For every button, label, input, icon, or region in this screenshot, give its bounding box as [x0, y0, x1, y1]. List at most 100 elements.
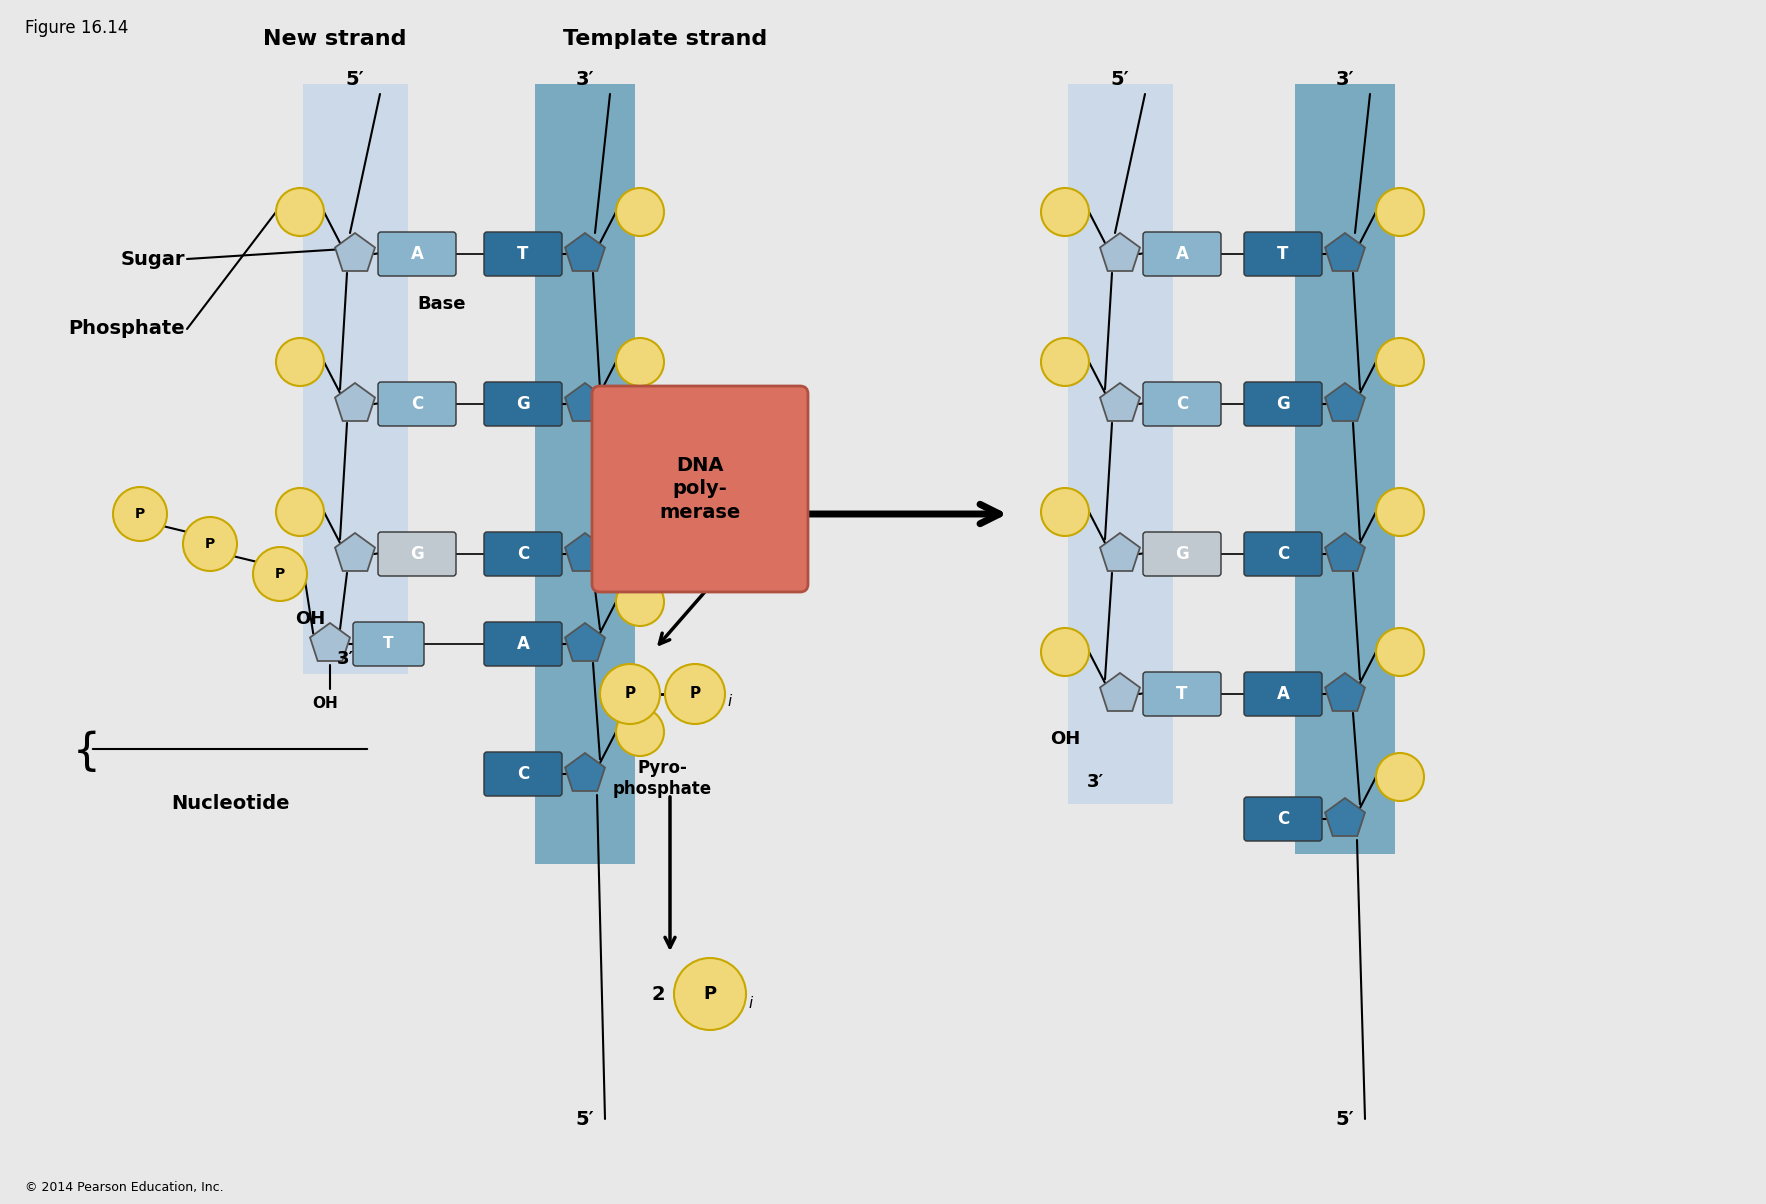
Text: 5′: 5′ — [346, 70, 364, 89]
Text: P: P — [275, 567, 284, 582]
Text: }: } — [62, 727, 90, 771]
Polygon shape — [565, 533, 606, 571]
FancyBboxPatch shape — [378, 382, 456, 426]
Polygon shape — [1100, 234, 1141, 271]
Text: 2: 2 — [652, 985, 666, 1003]
Polygon shape — [1324, 234, 1365, 271]
Circle shape — [275, 338, 323, 386]
Text: T: T — [517, 244, 528, 262]
FancyBboxPatch shape — [484, 232, 562, 276]
Circle shape — [616, 338, 664, 386]
Circle shape — [275, 488, 323, 536]
Text: OH: OH — [1049, 730, 1081, 748]
Text: Phosphate: Phosphate — [69, 319, 185, 338]
Text: Sugar: Sugar — [120, 249, 185, 268]
Circle shape — [113, 486, 168, 541]
Polygon shape — [1100, 533, 1141, 571]
Text: © 2014 Pearson Education, Inc.: © 2014 Pearson Education, Inc. — [25, 1181, 224, 1194]
Text: G: G — [516, 395, 530, 413]
Text: T: T — [1176, 685, 1189, 703]
Polygon shape — [1100, 383, 1141, 421]
Bar — [302, 84, 408, 674]
Polygon shape — [1324, 383, 1365, 421]
Circle shape — [675, 958, 745, 1029]
Bar — [1294, 84, 1395, 854]
Text: P: P — [689, 686, 701, 702]
Text: 5′: 5′ — [1335, 1110, 1355, 1129]
Circle shape — [616, 708, 664, 756]
Polygon shape — [565, 383, 606, 421]
Circle shape — [1376, 188, 1423, 236]
FancyBboxPatch shape — [378, 232, 456, 276]
Circle shape — [275, 188, 323, 236]
FancyBboxPatch shape — [484, 622, 562, 666]
Circle shape — [1376, 752, 1423, 801]
Text: C: C — [1277, 810, 1289, 828]
Circle shape — [1040, 488, 1090, 536]
Text: i: i — [728, 695, 731, 709]
FancyBboxPatch shape — [484, 752, 562, 796]
FancyBboxPatch shape — [484, 382, 562, 426]
Text: P: P — [703, 985, 717, 1003]
Circle shape — [616, 578, 664, 626]
FancyBboxPatch shape — [1243, 797, 1323, 842]
FancyBboxPatch shape — [1243, 672, 1323, 716]
Polygon shape — [1100, 673, 1141, 712]
Circle shape — [1040, 628, 1090, 675]
FancyBboxPatch shape — [484, 532, 562, 576]
Circle shape — [1376, 338, 1423, 386]
Text: C: C — [517, 765, 530, 783]
Text: G: G — [1174, 545, 1189, 563]
Text: Base: Base — [417, 295, 466, 313]
Polygon shape — [1324, 673, 1365, 712]
Circle shape — [666, 663, 726, 724]
Text: 3′: 3′ — [1086, 773, 1104, 791]
Text: G: G — [410, 545, 424, 563]
Text: A: A — [1277, 685, 1289, 703]
Polygon shape — [336, 533, 374, 571]
Circle shape — [1376, 628, 1423, 675]
Text: 3′: 3′ — [1335, 70, 1355, 89]
Circle shape — [616, 188, 664, 236]
Text: 5′: 5′ — [576, 1110, 595, 1129]
Text: P: P — [625, 686, 636, 702]
Polygon shape — [311, 622, 350, 661]
FancyBboxPatch shape — [1143, 672, 1220, 716]
Text: C: C — [1277, 545, 1289, 563]
FancyBboxPatch shape — [1143, 382, 1220, 426]
FancyBboxPatch shape — [592, 386, 809, 592]
FancyBboxPatch shape — [378, 532, 456, 576]
Text: A: A — [410, 244, 424, 262]
Text: Nucleotide: Nucleotide — [171, 793, 290, 813]
FancyBboxPatch shape — [1243, 232, 1323, 276]
FancyBboxPatch shape — [1143, 532, 1220, 576]
FancyBboxPatch shape — [1143, 232, 1220, 276]
Text: 5′: 5′ — [1111, 70, 1130, 89]
Polygon shape — [1324, 798, 1365, 836]
Text: A: A — [1176, 244, 1189, 262]
FancyBboxPatch shape — [1243, 382, 1323, 426]
Circle shape — [1376, 488, 1423, 536]
Polygon shape — [565, 752, 606, 791]
Text: T: T — [383, 637, 394, 651]
Polygon shape — [565, 622, 606, 661]
Circle shape — [1040, 188, 1090, 236]
Text: C: C — [1176, 395, 1189, 413]
FancyBboxPatch shape — [1243, 532, 1323, 576]
Polygon shape — [336, 234, 374, 271]
Polygon shape — [336, 383, 374, 421]
Text: Pyro-
phosphate: Pyro- phosphate — [613, 759, 712, 798]
Circle shape — [1040, 338, 1090, 386]
Text: 3′: 3′ — [576, 70, 595, 89]
Circle shape — [616, 488, 664, 536]
Circle shape — [600, 663, 660, 724]
Text: P: P — [205, 537, 215, 551]
Text: Template strand: Template strand — [563, 29, 766, 49]
Polygon shape — [1324, 533, 1365, 571]
Bar — [535, 84, 636, 864]
Text: Figure 16.14: Figure 16.14 — [25, 19, 129, 37]
Text: P: P — [134, 507, 145, 521]
Text: OH: OH — [295, 610, 325, 628]
Text: i: i — [749, 997, 752, 1011]
Text: T: T — [1277, 244, 1289, 262]
